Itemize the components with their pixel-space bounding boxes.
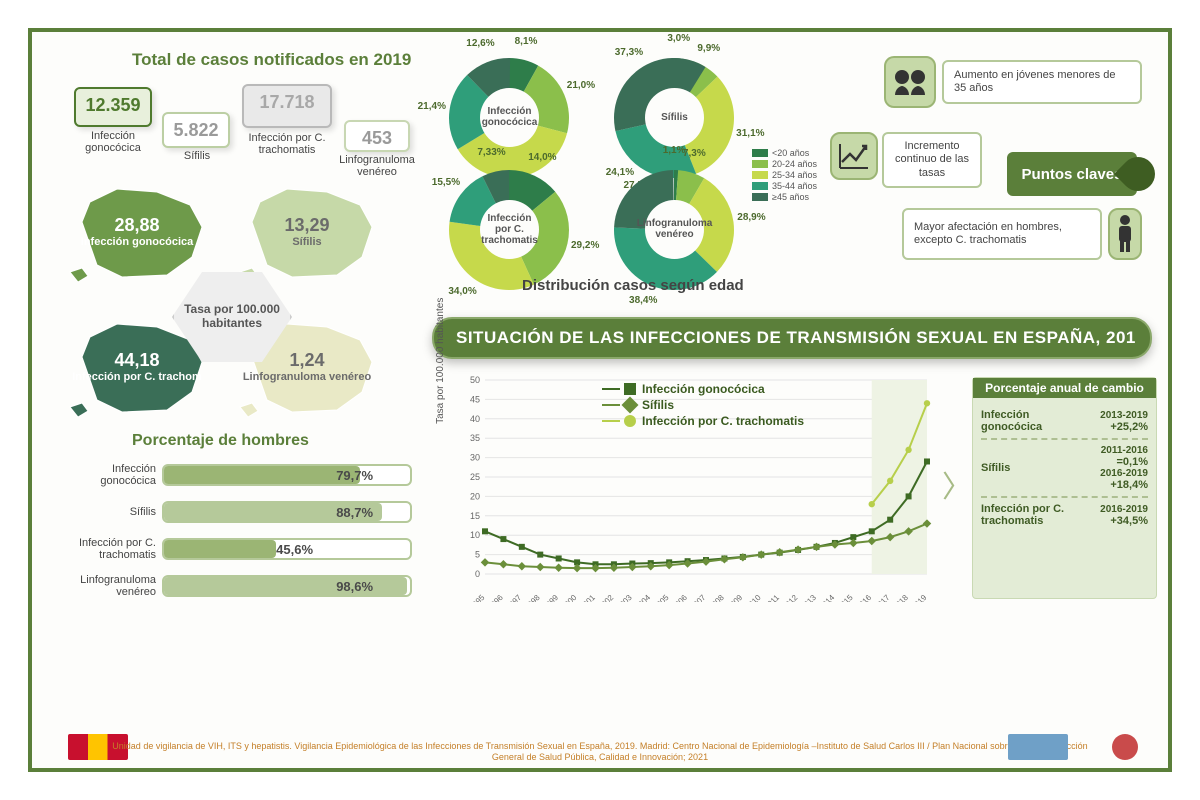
male-row: Linfogranuloma venéreo 98,6% — [67, 571, 412, 601]
svg-text:2009: 2009 — [725, 593, 744, 602]
svg-text:2000: 2000 — [560, 593, 579, 602]
annual-header: Porcentaje anual de cambio — [973, 378, 1156, 398]
total-box-sifilis: 5.822 — [162, 112, 230, 148]
footer-source: Unidad de vigilancia de VIH, ITS y hepat… — [112, 741, 1088, 762]
total-label: Infección gonocócica — [68, 130, 158, 154]
spain-map-gonococcica: 28,88Infección gonocócica — [62, 177, 212, 287]
total-box-trachomatis: 17.718 — [242, 84, 332, 128]
male-row: Infección por C. trachomatis 45,6% — [67, 534, 412, 564]
total-label: Linfogranuloma venéreo — [332, 154, 422, 178]
svg-text:10: 10 — [470, 530, 480, 540]
svg-text:30: 30 — [470, 453, 480, 463]
keypoint-rates: Incremento continuo de las tasas — [882, 132, 982, 188]
svg-text:0: 0 — [475, 569, 480, 579]
svg-text:2007: 2007 — [688, 593, 707, 602]
svg-text:2019: 2019 — [909, 593, 928, 602]
age-legend: <20 años20-24 años25-34 años35-44 años≥4… — [752, 147, 817, 203]
svg-text:2012: 2012 — [781, 593, 800, 602]
svg-text:2001: 2001 — [578, 593, 597, 602]
linechart-legend: Infección gonocócicaSífilisInfección por… — [602, 380, 804, 430]
svg-text:45: 45 — [470, 394, 480, 404]
cne-logo-icon — [1008, 734, 1068, 760]
svg-text:2003: 2003 — [615, 593, 634, 602]
svg-text:1997: 1997 — [504, 593, 523, 602]
svg-text:2017: 2017 — [873, 593, 892, 602]
svg-text:35: 35 — [470, 433, 480, 443]
keypoints-badge: Puntos claves — [1007, 152, 1137, 196]
svg-text:20: 20 — [470, 491, 480, 501]
linechart-ylabel: Tasa por 100.000 habitantes — [435, 298, 446, 424]
svg-text:2006: 2006 — [670, 593, 689, 602]
svg-text:1998: 1998 — [523, 593, 542, 602]
infographic-frame: Total de casos notificados en 2019 12.35… — [28, 28, 1172, 772]
svg-text:2018: 2018 — [891, 593, 910, 602]
svg-text:2008: 2008 — [707, 593, 726, 602]
male-row: Sífilis 88,7% — [67, 497, 412, 527]
spain-map-sifilis: 13,29Sífilis — [232, 177, 382, 287]
faces-icon — [884, 56, 936, 108]
donut-title: Distribución casos según edad — [522, 277, 744, 294]
trend-icon — [830, 132, 878, 180]
svg-text:1996: 1996 — [486, 593, 505, 602]
svg-text:2016: 2016 — [854, 593, 873, 602]
svg-text:1995: 1995 — [467, 593, 486, 602]
male-row: Infección gonocócica 79,7% — [67, 460, 412, 490]
svg-text:40: 40 — [470, 414, 480, 424]
svg-text:1999: 1999 — [541, 593, 560, 602]
svg-text:2014: 2014 — [817, 593, 836, 602]
svg-text:15: 15 — [470, 511, 480, 521]
main-title-bar: SITUACIÓN DE LAS INFECCIONES DE TRANSMIS… — [432, 317, 1152, 359]
male-pct-title: Porcentaje de hombres — [132, 432, 309, 450]
total-box-linfogranuloma: 453 — [344, 120, 410, 152]
svg-text:2005: 2005 — [652, 593, 671, 602]
arrow-icon: 〉 — [942, 462, 972, 506]
svg-text:2010: 2010 — [744, 593, 763, 602]
man-icon — [1108, 208, 1142, 260]
annual-change-box: Porcentaje anual de cambio Infección gon… — [972, 377, 1157, 599]
svg-text:2011: 2011 — [763, 593, 782, 602]
total-label: Sífilis — [152, 150, 242, 162]
totals-title: Total de casos notificados en 2019 — [132, 50, 411, 70]
total-label: Infección por C. trachomatis — [237, 132, 337, 156]
total-box-gonococcica: 12.359 — [74, 87, 152, 127]
svg-text:5: 5 — [475, 550, 480, 560]
svg-text:2015: 2015 — [836, 593, 855, 602]
svg-text:50: 50 — [470, 375, 480, 385]
svg-text:2013: 2013 — [799, 593, 818, 602]
keypoint-men: Mayor afectación en hombres, excepto C. … — [902, 208, 1102, 260]
red-logo-icon — [1112, 734, 1138, 760]
svg-text:2004: 2004 — [633, 593, 652, 602]
keypoint-youth: Aumento en jóvenes menores de 35 años — [942, 60, 1142, 104]
svg-text:2002: 2002 — [596, 593, 615, 602]
svg-text:25: 25 — [470, 472, 480, 482]
